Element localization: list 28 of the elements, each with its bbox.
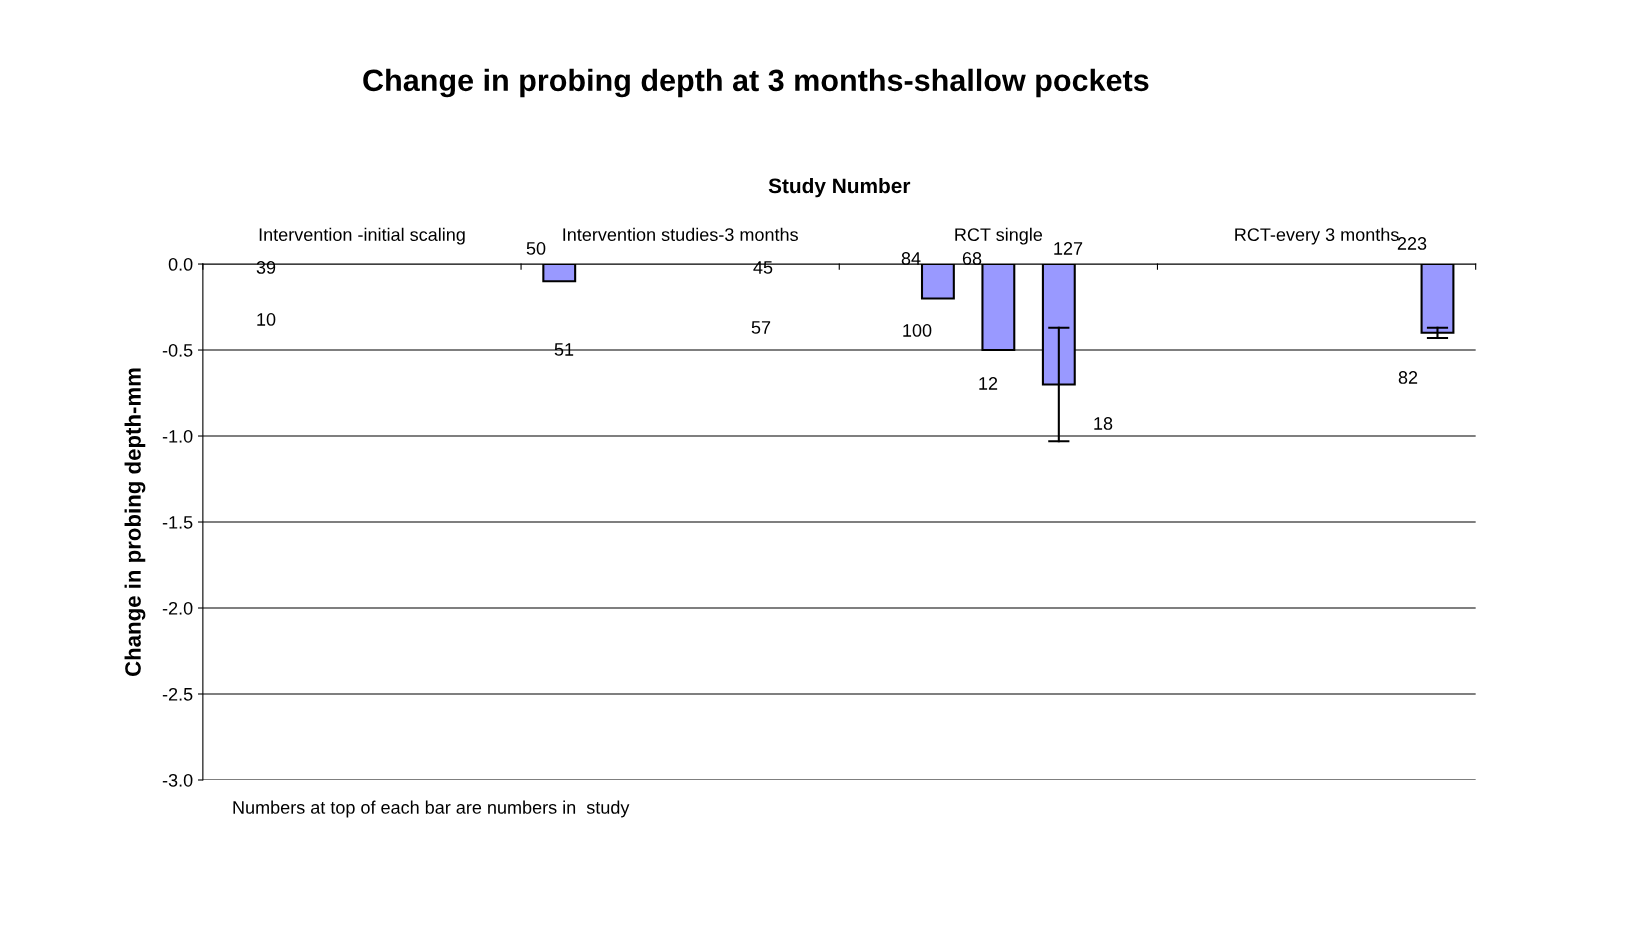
- chart-title: Change in probing depth at 3 months-shallow pockets: [363, 68, 1149, 98]
- x-tick-label: Intervention -initial scaling: [259, 227, 465, 245]
- y-tick-label: -3.0: [162, 773, 193, 787]
- text: Numbers at top of each bar are numbers in study: [233, 800, 630, 818]
- x-axis-title: Study Number: [768, 177, 911, 198]
- y-tick-label: -2.0: [162, 601, 193, 615]
- y-tick-label: -2.5: [162, 687, 193, 701]
- annotation: 57: [751, 321, 771, 334]
- x-tick-label: Intervention studies-3 months: [563, 227, 798, 242]
- annotation: 68: [962, 252, 982, 265]
- y-tick-label: -1.5: [162, 516, 193, 529]
- annotation: 12: [979, 377, 998, 390]
- annotation: 10: [257, 313, 276, 326]
- annotation: 18: [1094, 417, 1113, 430]
- text: 223: [1397, 237, 1427, 250]
- annotation: 82: [1398, 371, 1418, 384]
- y-tick-label: -0.5: [162, 343, 193, 357]
- annotation: 45: [753, 261, 773, 274]
- y-axis-title: Change in probing depth-mm: [124, 368, 146, 677]
- annotation: 51: [554, 343, 574, 356]
- y-tick-label: -1.0: [162, 429, 193, 443]
- text: 50: [526, 242, 546, 255]
- text: 127: [1054, 242, 1083, 255]
- x-tick-label: RCT-every 3 months: [1235, 227, 1399, 245]
- x-tick-label: RCT single: [955, 227, 1043, 245]
- annotation: 84: [901, 252, 921, 265]
- y-tick-label: 0.0: [168, 257, 193, 271]
- annotation: 100: [903, 324, 932, 337]
